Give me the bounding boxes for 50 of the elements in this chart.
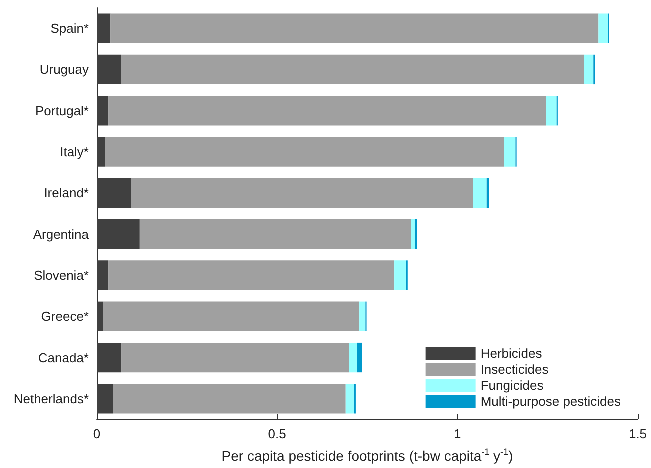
bar [122, 342, 350, 373]
legend-label: Fungicides [480, 378, 544, 393]
y-tick-label: Uruguay [40, 62, 90, 78]
bar [97, 220, 140, 250]
bar [110, 14, 599, 44]
y-tick-label: Argentina [33, 226, 90, 242]
bar [131, 178, 474, 208]
bar [97, 342, 122, 373]
bar [360, 302, 366, 332]
y-tick-label: Canada* [38, 350, 89, 366]
legend-label: Insecticides [480, 362, 550, 377]
x-tick-label: 0.5 [268, 426, 286, 442]
bar [546, 96, 557, 126]
bar [97, 302, 104, 332]
bar [97, 54, 122, 85]
x-tick-label: 1 [454, 426, 462, 442]
bar [412, 220, 416, 250]
y-tick-label: Italy* [60, 144, 89, 160]
bar [473, 178, 487, 208]
x-tick-label: 0 [93, 426, 101, 442]
bar [105, 137, 504, 167]
bar [108, 260, 395, 290]
y-tick-label: Spain* [50, 21, 89, 36]
bar [97, 178, 132, 208]
y-tick-label: Portugal* [36, 103, 89, 118]
y-tick-label: Greece* [41, 309, 89, 324]
bar [121, 54, 584, 85]
bar [486, 178, 490, 208]
bar [97, 137, 106, 167]
legend-label: Multi-purpose pesticides [480, 394, 622, 409]
bar [357, 342, 362, 373]
legend-label: Herbicides [480, 346, 543, 361]
bar [346, 384, 354, 414]
bar [349, 342, 358, 373]
bar [103, 302, 360, 332]
bar [598, 14, 608, 44]
bar [97, 260, 109, 290]
y-tick-label: Slovenia* [34, 268, 89, 283]
bar [97, 384, 114, 414]
bar [97, 14, 111, 44]
y-tick-label: Ireland* [44, 186, 89, 201]
bar [113, 384, 346, 414]
bar [584, 54, 594, 85]
bar [140, 220, 412, 250]
y-tick-label: Netherlands* [14, 391, 89, 406]
bar [394, 260, 406, 290]
bar [108, 96, 546, 126]
bar [504, 137, 516, 167]
bar [97, 96, 109, 126]
x-tick-label: 1.5 [628, 426, 648, 442]
